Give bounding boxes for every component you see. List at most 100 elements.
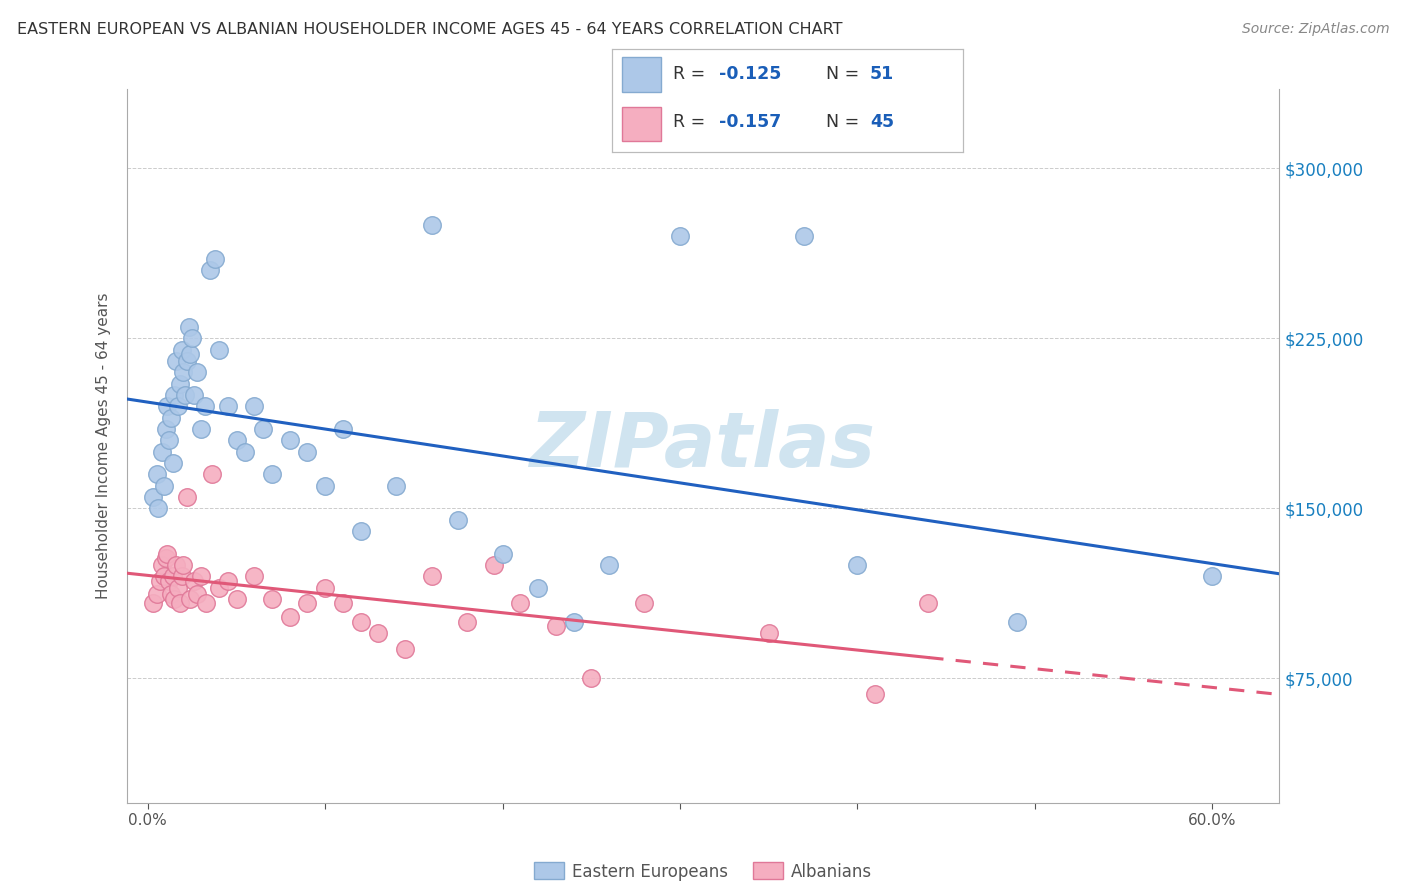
Point xyxy=(243,400,266,414)
Point xyxy=(150,558,173,572)
Point xyxy=(332,597,354,611)
Text: -0.125: -0.125 xyxy=(718,65,782,83)
Point xyxy=(195,597,218,611)
Point xyxy=(163,388,186,402)
Point xyxy=(260,591,283,606)
Point xyxy=(183,388,205,402)
Text: R =: R = xyxy=(673,113,711,131)
Point xyxy=(447,513,470,527)
Point xyxy=(394,641,416,656)
Text: EASTERN EUROPEAN VS ALBANIAN HOUSEHOLDER INCOME AGES 45 - 64 YEARS CORRELATION C: EASTERN EUROPEAN VS ALBANIAN HOUSEHOLDER… xyxy=(17,22,842,37)
Point xyxy=(297,597,319,611)
Point xyxy=(194,400,217,414)
Point xyxy=(204,252,226,266)
Text: R =: R = xyxy=(673,65,711,83)
Point xyxy=(562,615,585,629)
Point xyxy=(162,569,184,583)
Point xyxy=(260,467,283,482)
Point xyxy=(482,558,505,572)
Point xyxy=(278,610,301,624)
Y-axis label: Householder Income Ages 45 - 64 years: Householder Income Ages 45 - 64 years xyxy=(96,293,111,599)
Point xyxy=(145,467,167,482)
Point xyxy=(544,619,567,633)
Point xyxy=(491,547,513,561)
Point xyxy=(170,343,193,357)
Text: ZIPatlas: ZIPatlas xyxy=(530,409,876,483)
Point xyxy=(278,434,301,448)
Point xyxy=(152,569,174,583)
Point xyxy=(581,671,603,685)
Point xyxy=(162,456,184,470)
Point xyxy=(225,591,247,606)
Legend: Eastern Europeans, Albanians: Eastern Europeans, Albanians xyxy=(527,855,879,888)
Point xyxy=(157,434,180,448)
Point xyxy=(350,615,373,629)
Point xyxy=(172,558,194,572)
Text: 51: 51 xyxy=(870,65,894,83)
Point xyxy=(1005,615,1028,629)
Point xyxy=(598,558,620,572)
Text: 45: 45 xyxy=(870,113,894,131)
Text: N =: N = xyxy=(827,65,865,83)
Point xyxy=(172,365,194,379)
Point xyxy=(367,626,389,640)
Point xyxy=(163,591,186,606)
Point xyxy=(155,551,177,566)
Text: N =: N = xyxy=(827,113,865,131)
Point xyxy=(156,547,179,561)
Point xyxy=(150,444,173,458)
Point xyxy=(155,422,177,436)
Point xyxy=(420,218,443,232)
Point xyxy=(160,587,183,601)
Point xyxy=(176,490,198,504)
Point xyxy=(863,687,886,701)
Point xyxy=(314,478,336,492)
Point xyxy=(142,597,165,611)
Point xyxy=(198,263,221,277)
Point xyxy=(385,478,408,492)
Point xyxy=(169,597,191,611)
Point xyxy=(179,347,201,361)
Point xyxy=(181,331,204,345)
Point xyxy=(165,558,187,572)
Point xyxy=(152,478,174,492)
Point xyxy=(208,343,231,357)
Point xyxy=(177,320,200,334)
Point xyxy=(167,581,190,595)
Text: -0.157: -0.157 xyxy=(718,113,782,131)
Point xyxy=(217,574,239,588)
Point xyxy=(297,444,319,458)
Point xyxy=(235,444,257,458)
Point xyxy=(1201,569,1223,583)
Point xyxy=(201,467,224,482)
Point xyxy=(165,354,187,368)
Point xyxy=(527,581,550,595)
Point xyxy=(186,587,208,601)
Point xyxy=(456,615,478,629)
Point xyxy=(917,597,939,611)
Point xyxy=(758,626,780,640)
Point xyxy=(217,400,239,414)
Point xyxy=(350,524,373,538)
Point xyxy=(156,400,179,414)
Point xyxy=(176,354,198,368)
Point xyxy=(332,422,354,436)
Point xyxy=(509,597,531,611)
Point xyxy=(169,376,191,391)
Point xyxy=(160,410,183,425)
Point xyxy=(225,434,247,448)
FancyBboxPatch shape xyxy=(621,57,661,92)
Point xyxy=(174,388,197,402)
Point xyxy=(793,229,815,244)
Point xyxy=(179,591,201,606)
Point xyxy=(142,490,165,504)
Point xyxy=(633,597,655,611)
Point xyxy=(420,569,443,583)
Text: Source: ZipAtlas.com: Source: ZipAtlas.com xyxy=(1241,22,1389,37)
Point xyxy=(314,581,336,595)
Point xyxy=(186,365,208,379)
Point xyxy=(252,422,274,436)
Point xyxy=(190,569,212,583)
Point xyxy=(669,229,692,244)
Point xyxy=(170,569,193,583)
